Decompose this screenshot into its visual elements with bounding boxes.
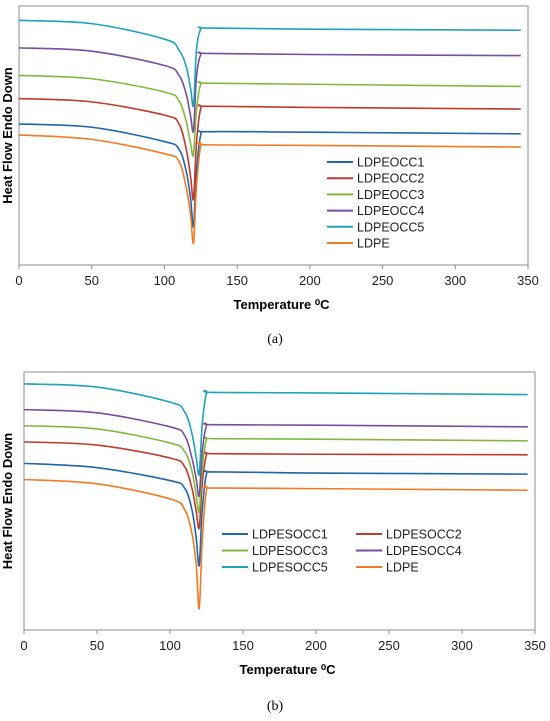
legend-label: LDPEOCC1: [357, 156, 424, 170]
caption-b: (b): [266, 699, 284, 714]
x-tick-label: 150: [226, 273, 248, 288]
series-line-ldpe: [24, 478, 528, 610]
legend-label: LDPESOCC1: [252, 528, 328, 542]
series-line-ldpesocc2: [24, 441, 528, 530]
chart-b-svg: 0 50 100 150 200 250 300 350 Temperature ⁰C Heat …: [0, 371, 546, 677]
x-tick-label: 250: [372, 273, 394, 288]
legend-label: LDPESOCC5: [252, 561, 328, 575]
x-tick-label: 100: [154, 273, 176, 288]
x-tick-label: 300: [451, 638, 473, 653]
figure-b: 0 50 100 150 200 250 300 350 Temperature ⁰C Heat …: [0, 368, 550, 721]
x-tick-label: 0: [20, 638, 27, 653]
series-line-ldpeocc4: [19, 47, 521, 133]
legend-label: LDPEOCC2: [357, 172, 424, 186]
legend-label: LDPEOCC3: [357, 188, 424, 202]
x-tick-label: 50: [84, 273, 98, 288]
series-line-ldpesocc5: [24, 383, 528, 477]
y-axis-title: Heat Flow Endo Down: [0, 433, 15, 570]
caption-a: (a): [267, 332, 283, 347]
series-line-ldpeocc3: [19, 74, 521, 157]
legend-label: LDPESOCC2: [386, 528, 462, 542]
series-line-ldpe: [19, 134, 521, 245]
x-tick-label: 350: [517, 273, 539, 288]
chart-a-svg: 0 50 100 150 200 250 300 350 Temperature ⁰C Heat …: [0, 5, 539, 312]
x-axis-title-unit: ⁰C: [321, 662, 336, 677]
x-tick-label: 250: [378, 638, 400, 653]
series-line-ldpeocc1: [19, 123, 521, 228]
plot-frame: [23, 371, 536, 631]
x-axis-title-unit: ⁰C: [315, 297, 330, 312]
x-axis-title-text: Temperature: [233, 297, 314, 312]
series-line-ldpeocc5: [19, 19, 521, 108]
x-tick-label: 100: [159, 638, 181, 653]
figure-a: 0 50 100 150 200 250 300 350 Temperature ⁰C Heat …: [0, 0, 550, 356]
series-line-ldpeocc2: [19, 97, 521, 201]
series-line-ldpesocc3: [24, 424, 528, 514]
x-tick-label: 200: [305, 638, 327, 653]
legend-label: LDPESOCC3: [252, 544, 328, 558]
x-axis-title: Temperature ⁰C: [239, 662, 336, 677]
x-tick-label: 350: [524, 638, 546, 653]
legend-label: LDPESOCC4: [386, 544, 462, 558]
x-tick-label: 150: [232, 638, 254, 653]
x-tick-label: 50: [90, 638, 104, 653]
x-axis-title: Temperature ⁰C: [233, 297, 330, 312]
series-line-ldpesocc4: [24, 408, 528, 498]
legend-label: LDPEOCC5: [357, 220, 424, 234]
x-tick-label: 0: [15, 273, 22, 288]
legend-label: LDPEOCC4: [357, 204, 424, 218]
x-tick-label: 300: [444, 273, 466, 288]
y-axis-title: Heat Flow Endo Down: [0, 67, 15, 204]
x-tick-label: 200: [299, 273, 321, 288]
legend-label: LDPE: [386, 561, 419, 575]
plot-frame: [18, 5, 529, 266]
legend-label: LDPE: [357, 237, 390, 251]
x-axis-title-text: Temperature: [239, 662, 320, 677]
series-line-ldpesocc1: [24, 462, 528, 567]
